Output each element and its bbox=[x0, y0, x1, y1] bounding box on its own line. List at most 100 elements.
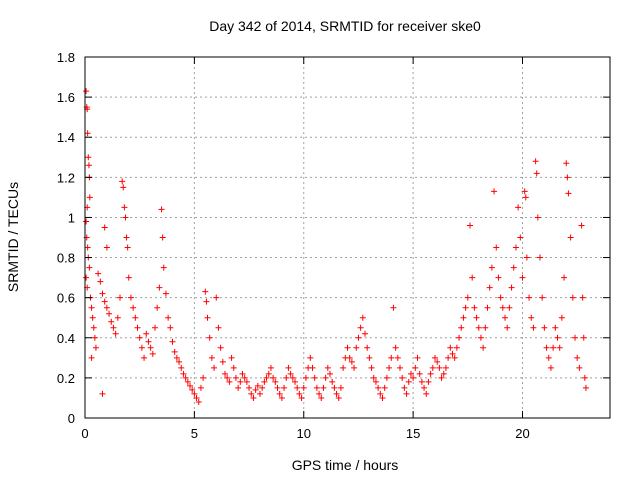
data-point bbox=[364, 344, 371, 351]
data-point bbox=[103, 304, 110, 311]
y-tick-label: 0.2 bbox=[57, 371, 75, 386]
data-point bbox=[132, 314, 139, 321]
data-point bbox=[215, 324, 222, 331]
data-point bbox=[522, 194, 529, 201]
data-point bbox=[351, 364, 358, 371]
data-point bbox=[85, 162, 92, 169]
data-point bbox=[204, 314, 211, 321]
y-tick-label: 1 bbox=[68, 210, 75, 225]
data-point bbox=[578, 222, 585, 229]
data-point bbox=[412, 364, 419, 371]
data-point bbox=[92, 344, 99, 351]
data-point bbox=[300, 384, 307, 391]
data-point bbox=[510, 264, 517, 271]
data-point bbox=[504, 324, 511, 331]
axis-ticks bbox=[84, 56, 610, 419]
data-point bbox=[270, 374, 277, 381]
data-point bbox=[449, 350, 456, 357]
data-point bbox=[534, 214, 541, 221]
data-point bbox=[359, 314, 366, 321]
data-point bbox=[421, 384, 428, 391]
data-point bbox=[545, 354, 552, 361]
data-point bbox=[423, 390, 430, 397]
data-point bbox=[340, 364, 347, 371]
data-point bbox=[224, 374, 231, 381]
data-point bbox=[120, 184, 127, 191]
data-point bbox=[497, 294, 504, 301]
data-point bbox=[394, 354, 401, 361]
data-point bbox=[521, 188, 528, 195]
data-point bbox=[125, 274, 132, 281]
data-point bbox=[292, 378, 298, 385]
data-point bbox=[281, 384, 288, 391]
x-tick-label: 15 bbox=[406, 426, 420, 441]
data-point bbox=[86, 264, 93, 271]
data-point bbox=[556, 344, 563, 351]
data-point bbox=[346, 354, 353, 361]
data-point bbox=[189, 386, 196, 393]
data-point bbox=[425, 378, 432, 385]
data-point bbox=[456, 334, 463, 341]
data-point bbox=[550, 344, 557, 351]
data-point bbox=[499, 304, 506, 311]
data-point bbox=[147, 344, 154, 351]
data-point bbox=[259, 384, 266, 391]
data-point bbox=[506, 304, 513, 311]
data-point bbox=[165, 314, 172, 321]
data-point bbox=[89, 314, 96, 321]
data-point bbox=[99, 390, 106, 397]
data-point bbox=[254, 382, 261, 389]
data-point bbox=[399, 374, 406, 381]
data-point bbox=[103, 244, 110, 251]
data-point bbox=[110, 324, 117, 331]
data-point bbox=[84, 130, 91, 137]
data-point bbox=[320, 384, 327, 391]
data-point bbox=[324, 364, 331, 371]
data-point bbox=[171, 348, 178, 355]
data-point bbox=[278, 394, 285, 401]
data-point bbox=[397, 364, 403, 371]
data-point bbox=[554, 334, 561, 341]
data-point bbox=[122, 214, 129, 221]
data-point bbox=[445, 354, 452, 361]
data-point bbox=[475, 324, 482, 331]
x-axis-label: GPS time / hours bbox=[292, 457, 399, 473]
data-point bbox=[434, 358, 441, 365]
data-point bbox=[462, 304, 469, 311]
data-point bbox=[83, 274, 90, 281]
data-point bbox=[222, 370, 228, 377]
data-point bbox=[370, 374, 377, 381]
data-point bbox=[145, 338, 152, 345]
data-point bbox=[134, 324, 141, 331]
data-point bbox=[436, 364, 443, 371]
data-point bbox=[558, 314, 565, 321]
data-point bbox=[569, 294, 576, 301]
data-point bbox=[335, 394, 342, 401]
data-point bbox=[219, 358, 226, 365]
data-point bbox=[316, 390, 323, 397]
data-point bbox=[101, 298, 108, 305]
plot-frame bbox=[84, 56, 611, 419]
data-point bbox=[83, 88, 90, 95]
data-point bbox=[333, 390, 340, 397]
data-point bbox=[141, 354, 148, 361]
data-point bbox=[517, 234, 524, 241]
data-point bbox=[451, 354, 458, 361]
data-point bbox=[88, 304, 95, 311]
data-point bbox=[265, 370, 272, 377]
data-point bbox=[541, 324, 548, 331]
data-point bbox=[388, 354, 395, 361]
data-point bbox=[565, 190, 572, 197]
data-point bbox=[460, 314, 467, 321]
data-point bbox=[243, 378, 250, 385]
data-point bbox=[138, 344, 145, 351]
data-point bbox=[331, 384, 338, 391]
data-point bbox=[248, 390, 255, 397]
data-point bbox=[99, 290, 106, 297]
data-point bbox=[184, 378, 191, 385]
data-point bbox=[357, 324, 364, 331]
data-point bbox=[432, 354, 438, 361]
data-point bbox=[154, 304, 161, 311]
data-point bbox=[274, 384, 281, 391]
